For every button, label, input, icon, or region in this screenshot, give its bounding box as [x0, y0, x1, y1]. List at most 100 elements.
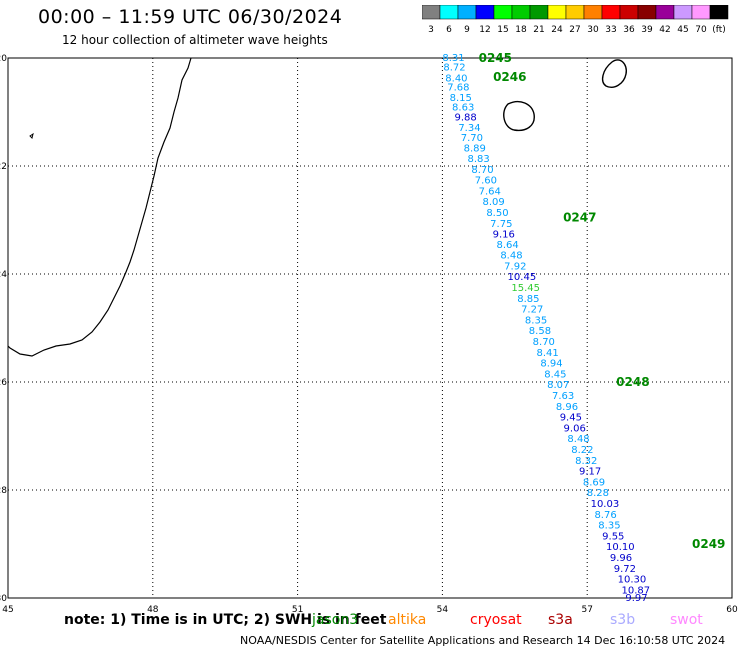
swh-value: 10.45	[508, 272, 537, 283]
lat-tick-label: -24	[0, 270, 7, 280]
swh-value: 9.88	[454, 112, 476, 123]
coastline-islet	[29, 132, 34, 139]
swh-value: 10.03	[591, 499, 620, 510]
map-frame	[7, 57, 733, 599]
lon-tick-label: 60	[726, 605, 738, 615]
swh-value: 7.60	[475, 176, 497, 187]
swh-value: 9.45	[560, 413, 582, 424]
scale-label: 3	[428, 25, 434, 35]
scale-label: 70	[695, 25, 707, 35]
lat-tick-label: -28	[0, 486, 7, 496]
coastline-madagascar	[7, 57, 192, 357]
swh-value: 8.07	[547, 380, 569, 391]
swh-value: 10.30	[618, 575, 647, 586]
wave-height-color-scale: 3 6 9 12 15 18 21 24 27 30 33 36 39 42 45 70 (ft)	[422, 5, 729, 35]
swh-value: 8.63	[452, 103, 474, 114]
swh-value: 8.96	[556, 402, 578, 413]
scale-label: 39	[641, 25, 653, 35]
track-time-label: 0248	[616, 375, 649, 389]
swh-value: 15.45	[511, 283, 540, 294]
scale-label: 24	[551, 25, 563, 35]
swh-value: 8.70	[533, 337, 555, 348]
swh-value: 8.31	[442, 53, 464, 64]
map-title: 00:00 – 11:59 UTC 06/30/2024	[38, 6, 343, 28]
scale-swatch	[709, 5, 729, 20]
swh-value: 7.75	[490, 219, 512, 230]
lat-tick-label: -30	[0, 594, 7, 604]
swh-value: 8.22	[571, 445, 593, 456]
swh-value: 8.70	[471, 165, 493, 176]
lon-tick-label: 48	[147, 605, 159, 615]
swh-value: 8.40	[445, 74, 467, 85]
swh-value: 8.35	[598, 521, 620, 532]
map-subtitle: 12 hour collection of altimeter wave hei…	[62, 33, 328, 47]
swh-value: 7.34	[458, 123, 480, 134]
satellite-legend-cryosat: cryosat	[470, 612, 522, 628]
swh-value: 8.48	[567, 434, 589, 445]
swh-value: 8.15	[450, 93, 472, 104]
swh-value: 7.70	[461, 133, 483, 144]
swh-value: 8.83	[467, 154, 489, 165]
swh-value: 8.94	[540, 359, 562, 370]
scale-label: 6	[446, 25, 452, 35]
swh-value: 8.58	[529, 326, 551, 337]
scale-label: 27	[569, 25, 580, 35]
track-time-label: 0246	[493, 70, 526, 84]
lon-tick-label: 45	[2, 605, 13, 615]
satellite-legend-swot: swot	[670, 612, 703, 628]
swh-value: 8.09	[482, 197, 504, 208]
satellite-legend-s3a: s3a	[548, 612, 573, 628]
lat-tick-label: -20	[0, 54, 7, 64]
swh-value: 9.06	[564, 423, 586, 434]
swh-value: 8.89	[464, 144, 486, 155]
swh-value: 8.35	[525, 315, 547, 326]
swh-value: 8.50	[486, 208, 508, 219]
scale-label: 9	[464, 25, 470, 35]
track-time-label: 0245	[479, 51, 512, 65]
satellite-legend: jason3 altika cryosat s3a s3b swot	[0, 612, 740, 630]
satellite-legend-altika: altika	[388, 612, 427, 628]
swh-value: 7.27	[521, 305, 543, 316]
swh-value: 7.92	[504, 261, 526, 272]
swh-value: 8.76	[594, 510, 616, 521]
lon-tick-label: 51	[292, 605, 303, 615]
scale-label: 15	[497, 25, 508, 35]
lat-tick-label: -26	[0, 378, 7, 388]
coastline-reunion	[503, 100, 535, 132]
swh-value: 8.41	[537, 348, 559, 359]
swh-value: 8.85	[517, 294, 539, 305]
scale-label: 30	[587, 25, 599, 35]
scale-label: (ft)	[712, 25, 726, 35]
swh-value: 9.16	[493, 230, 515, 241]
lon-tick-label: 57	[581, 605, 592, 615]
scale-label: 45	[677, 25, 688, 35]
track-time-label: 0249	[692, 537, 725, 551]
scale-label: 21	[533, 25, 544, 35]
swh-value: 9.96	[610, 553, 632, 564]
footer-credit: NOAA/NESDIS Center for Satellite Applica…	[240, 634, 726, 647]
scale-label: 42	[659, 25, 670, 35]
footer-note: note: 1) Time is in UTC; 2) SWH is in fe…	[64, 612, 387, 628]
scale-label: 36	[623, 25, 635, 35]
swh-value: 7.64	[479, 186, 501, 197]
swh-value: 10.87	[621, 585, 650, 596]
scale-label: 12	[479, 25, 490, 35]
swh-value: 8.48	[500, 251, 522, 262]
swh-value: 7.63	[552, 391, 574, 402]
swh-value: 10.10	[606, 542, 635, 553]
lat-tick-label: -22	[0, 162, 7, 172]
scale-label: 33	[605, 25, 616, 35]
swh-value: 8.64	[496, 240, 518, 251]
coastline-mauritius	[601, 59, 627, 88]
swh-value: 9.17	[579, 467, 601, 478]
scale-label: 18	[515, 25, 527, 35]
satellite-legend-s3b: s3b	[610, 612, 636, 628]
swh-value: 9.97	[625, 593, 647, 604]
swh-value: 7.68	[447, 83, 469, 94]
swh-value: 8.69	[583, 477, 605, 488]
swh-value: 8.72	[443, 63, 465, 74]
swh-value: 9.55	[602, 531, 624, 542]
lon-tick-label: 54	[437, 605, 449, 615]
swh-value: 8.32	[575, 456, 597, 467]
